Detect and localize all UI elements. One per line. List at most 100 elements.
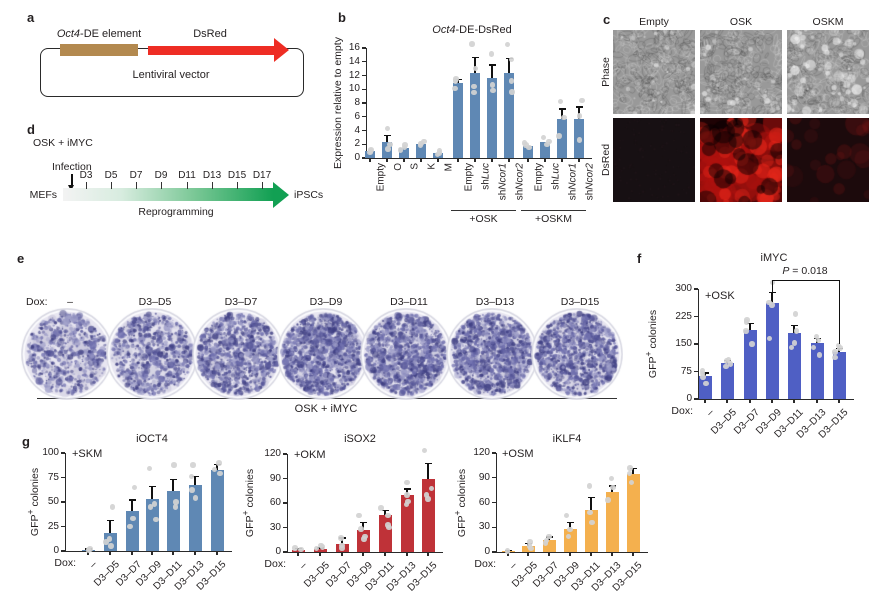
data-point [147,504,154,510]
timeline-day-label: D5 [104,170,118,181]
data-point [339,542,345,549]
y-tick [361,74,366,77]
data-point [699,368,706,374]
data-point [404,479,410,486]
y-tick [491,526,496,528]
x-tick [319,552,321,556]
data-point [744,317,750,323]
x-tick [216,551,218,555]
timeline-tick [262,182,264,189]
y-tick-label: 300 [675,283,692,294]
data-point [292,545,298,551]
bar [720,363,734,399]
data-point [87,546,93,552]
error-bar-cap [471,56,479,59]
bar [521,546,535,552]
y-tick-label: 50 [47,496,59,507]
data-point [586,483,593,489]
y-tick-label: 8 [354,97,360,108]
colony-dish-image [106,308,198,400]
x-tick [420,158,422,162]
panel-label-b: b [338,10,346,25]
error-bar [109,520,111,534]
data-point [401,144,407,151]
y-tick [60,501,65,503]
data-point [727,361,734,367]
timeline-tick [237,182,239,189]
error-bar [172,479,174,492]
error-bar [384,510,386,516]
condition-inner-label: +OKM [294,449,326,461]
error-bar [632,468,634,474]
y-tick [361,129,366,132]
error-bar [216,464,218,470]
data-point [628,479,635,486]
x-tick [507,552,509,556]
sig-bracket-left [772,280,774,293]
data-point [403,501,410,508]
data-point [217,470,223,477]
data-point [546,138,552,145]
dox-condition-label: D3–D11 [390,296,428,308]
data-point [587,509,593,516]
y-tick-label: 120 [473,447,490,458]
dox-prefix: Dox: [264,558,286,570]
condition-inner-label: +SKM [72,448,103,460]
y-tick-label: 14 [348,55,360,67]
y-tick [282,477,287,480]
data-point [402,142,408,148]
y-tick [361,116,366,118]
data-point [423,492,430,498]
y-tick-label: 0 [686,393,692,404]
data-point [397,147,404,153]
condition-label: OSK + iMYC [33,137,93,149]
data-point [313,545,320,552]
data-point [563,512,570,519]
dox-condition-label: D3–D15 [560,296,600,308]
error-bar [474,57,476,74]
x-tick [109,551,111,555]
data-point [428,485,435,492]
data-point [356,512,362,518]
x-tick [578,158,580,162]
column-header-empty: Empty [639,16,669,28]
bar [542,540,556,552]
ipscs-label: iPSCs [294,189,324,201]
y-tick-label: 16 [348,42,360,53]
error-bar-cap [629,467,637,470]
y-tick [693,288,698,290]
timeline-tick [212,182,214,189]
x-axis-line [287,552,443,554]
data-point [557,98,564,105]
data-point [703,380,709,387]
data-point [769,302,775,308]
data-point [561,114,567,121]
y-axis-line [698,289,700,399]
timeline-tick [111,182,113,189]
y-tick [282,502,287,504]
error-bar-cap [148,485,156,487]
chart-title: iOCT4 [136,433,168,445]
data-point [211,466,218,473]
data-point [472,65,479,72]
error-bar-cap [359,521,367,524]
y-tick-label: 10 [348,83,360,95]
group-label: OSK + iMYC [294,403,358,415]
data-point [576,137,583,143]
y-tick-label: 30 [478,521,490,533]
data-point [453,76,459,82]
colony-dish-image [531,308,623,400]
data-point [109,504,116,510]
y-tick [693,370,698,373]
error-bar [578,107,580,119]
data-point [832,349,838,355]
mefs-label: MEFs [29,189,57,201]
x-tick [793,399,795,403]
timeline-day-label: D11 [178,170,196,181]
oct4-de-element-box [60,44,138,56]
error-bar-cap [488,64,496,66]
colony-dish-image [21,308,113,400]
data-point [488,51,495,57]
x-tick [403,158,405,162]
